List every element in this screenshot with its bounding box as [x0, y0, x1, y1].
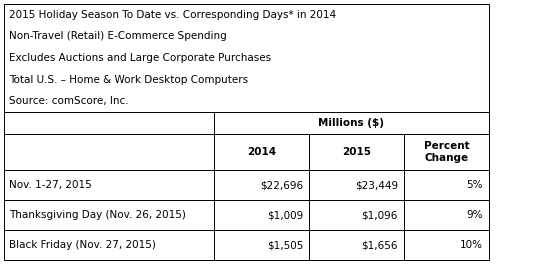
Text: $1,505: $1,505	[267, 240, 303, 250]
Bar	[4, 134, 214, 170]
Text: $1,009: $1,009	[267, 210, 303, 220]
Bar	[309, 230, 404, 260]
Text: $22,696: $22,696	[260, 180, 303, 190]
Bar	[214, 200, 309, 230]
Text: $1,656: $1,656	[362, 240, 398, 250]
Bar	[214, 170, 309, 200]
Bar	[4, 4, 489, 112]
Bar	[309, 134, 404, 170]
Text: 2014: 2014	[247, 147, 276, 157]
Text: 10%: 10%	[460, 240, 483, 250]
Bar	[4, 230, 214, 260]
Bar	[4, 112, 214, 134]
Text: Nov. 1-27, 2015: Nov. 1-27, 2015	[9, 180, 92, 190]
Text: 5%: 5%	[467, 180, 483, 190]
Bar	[309, 170, 404, 200]
Text: Thanksgiving Day (Nov. 26, 2015): Thanksgiving Day (Nov. 26, 2015)	[9, 210, 186, 220]
Text: Source: comScore, Inc.: Source: comScore, Inc.	[9, 96, 129, 106]
Bar	[214, 134, 309, 170]
Bar	[4, 170, 214, 200]
Bar	[404, 170, 489, 200]
Text: Black Friday (Nov. 27, 2015): Black Friday (Nov. 27, 2015)	[9, 240, 156, 250]
Bar	[404, 134, 489, 170]
Text: Total U.S. – Home & Work Desktop Computers: Total U.S. – Home & Work Desktop Compute…	[9, 75, 248, 85]
Bar	[404, 230, 489, 260]
Bar	[309, 200, 404, 230]
Text: Excludes Auctions and Large Corporate Purchases: Excludes Auctions and Large Corporate Pu…	[9, 53, 271, 63]
Text: 2015 Holiday Season To Date vs. Corresponding Days* in 2014: 2015 Holiday Season To Date vs. Correspo…	[9, 10, 336, 20]
Text: 9%: 9%	[467, 210, 483, 220]
Text: $1,096: $1,096	[362, 210, 398, 220]
Bar	[214, 112, 489, 134]
Text: $23,449: $23,449	[355, 180, 398, 190]
Bar	[4, 200, 214, 230]
Text: 2015: 2015	[342, 147, 371, 157]
Text: Non-Travel (Retail) E-Commerce Spending: Non-Travel (Retail) E-Commerce Spending	[9, 31, 227, 41]
Text: Percent
Change: Percent Change	[424, 141, 470, 163]
Bar	[404, 200, 489, 230]
Bar	[214, 230, 309, 260]
Text: Millions ($): Millions ($)	[319, 118, 385, 128]
